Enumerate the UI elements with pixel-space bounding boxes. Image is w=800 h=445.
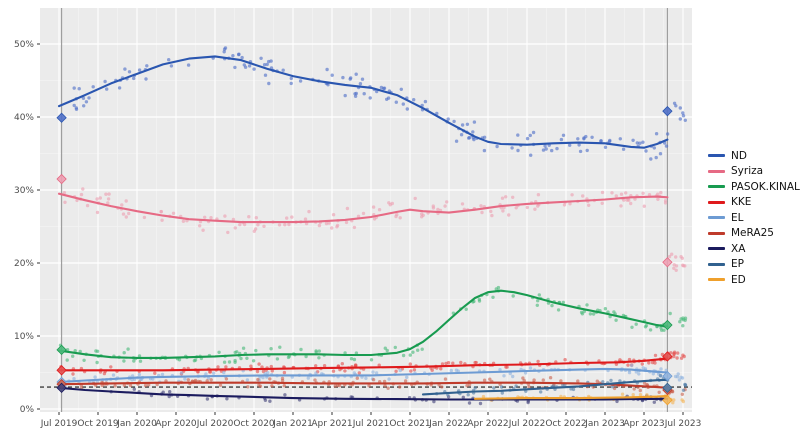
y-tick-label: 30%: [14, 186, 34, 196]
election-result-ND: [56, 112, 67, 123]
trend-line-XA: [57, 386, 669, 401]
x-tick-label: Jan 2023: [584, 419, 625, 429]
legend-item-XA: XA: [708, 241, 800, 257]
legend-swatch-PASOK.KINAL: [708, 185, 725, 189]
trend-line-EL: [57, 367, 669, 384]
x-tick-label: Apr 2022: [467, 419, 508, 429]
election-result-KKE: [56, 365, 67, 376]
legend-label: Syriza: [731, 165, 764, 178]
legend-label: EP: [731, 258, 744, 271]
legend-label: MeRA25: [731, 227, 774, 240]
legend-label: PASOK.KINAL: [731, 180, 800, 193]
y-tick-label: 50%: [14, 40, 34, 50]
legend-swatch-Syriza: [708, 169, 725, 173]
trend-line-ND: [57, 55, 669, 149]
x-tick-label: Jul 2023: [664, 419, 702, 429]
legend-swatch-XA: [708, 247, 725, 251]
election-result-PASOK.KINAL: [56, 344, 67, 356]
trend-line-EP: [421, 378, 669, 396]
legend-swatch-MeRA25: [708, 231, 725, 235]
legend-item-MeRA25: MeRA25: [708, 226, 800, 242]
x-tick-label: Jul 2022: [508, 419, 546, 429]
y-tick-label: 20%: [14, 259, 34, 269]
trend-line-PASOK.KINAL: [57, 289, 669, 359]
legend-item-Syriza: Syriza: [708, 164, 800, 180]
legend-item-EP: EP: [708, 257, 800, 273]
election-result-ED: [662, 395, 673, 406]
trend-line-Syriza: [57, 192, 669, 224]
election-result-Syriza: [56, 173, 67, 185]
y-tick-label: 10%: [14, 332, 34, 342]
trend-line-ED: [473, 394, 669, 400]
x-tick-label: Oct 2020: [233, 419, 275, 429]
x-tick-label: Apr 2020: [155, 419, 197, 429]
trend-lines: [57, 55, 669, 401]
x-tick-label: Jan 2020: [116, 419, 157, 429]
legend-item-KKE: KKE: [708, 195, 800, 211]
y-tick-label: 40%: [14, 113, 34, 123]
election-result-XA: [56, 382, 67, 393]
legend-item-ND: ND: [708, 148, 800, 164]
x-tick-label: Jul 2019: [40, 419, 78, 429]
x-tick-label: Oct 2022: [545, 419, 586, 429]
x-tick-label: Jan 2022: [428, 419, 469, 429]
trend-line-MeRA25: [57, 381, 669, 389]
x-tick-label: Jul 2020: [196, 419, 234, 429]
trend-line-KKE: [57, 357, 669, 372]
y-tick-label: 0%: [20, 405, 35, 415]
legend-swatch-ND: [708, 154, 725, 158]
legend-swatch-EP: [708, 262, 725, 266]
x-tick-label: Jul 2021: [352, 419, 390, 429]
x-tick-label: Apr 2023: [623, 419, 664, 429]
election-result-ND: [662, 105, 673, 117]
legend-item-EL: EL: [708, 210, 800, 226]
legend-item-PASOK.KINAL: PASOK.KINAL: [708, 179, 800, 195]
x-tick-label: Oct 2019: [77, 419, 119, 429]
election-result-KKE: [662, 351, 673, 362]
legend-label: KKE: [731, 196, 752, 209]
chart-legend: ND Syriza PASOK.KINAL KKE EL MeRA25 XA EP ED: [708, 148, 800, 288]
legend-swatch-EL: [708, 216, 725, 220]
election-result-Syriza: [662, 257, 673, 268]
x-tick-label: Jan 2021: [272, 419, 313, 429]
major-gridlines: [40, 8, 692, 412]
election-result-EP: [662, 382, 673, 393]
legend-label: EL: [731, 211, 744, 224]
plot-panel: [40, 8, 692, 412]
x-tick-label: Apr 2021: [311, 419, 352, 429]
election-result-EL: [662, 370, 673, 382]
legend-label: ED: [731, 273, 746, 286]
legend-label: XA: [731, 242, 746, 255]
minor-gridlines: [40, 8, 692, 412]
legend-item-ED: ED: [708, 272, 800, 288]
legend-swatch-ED: [708, 278, 725, 282]
legend-swatch-KKE: [708, 200, 725, 204]
election-result-markers: [56, 105, 673, 406]
x-tick-label: Oct 2021: [389, 419, 430, 429]
legend-label: ND: [731, 149, 747, 162]
election-result-PASOK.KINAL: [662, 319, 673, 331]
